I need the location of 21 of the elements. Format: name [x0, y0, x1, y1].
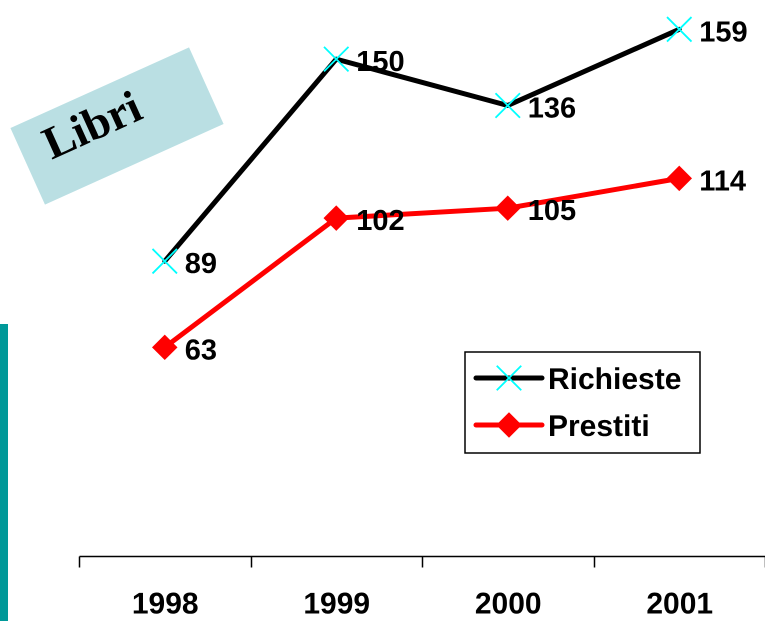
data-label: 63: [184, 334, 218, 366]
data-label: 89: [184, 248, 218, 280]
legend-label: Prestiti: [548, 410, 650, 443]
data-label: 105: [528, 195, 576, 228]
point: [152, 334, 178, 360]
legend-label: Richieste: [548, 363, 682, 396]
point: [666, 16, 692, 42]
x-tick-label: 1999: [303, 588, 370, 620]
x-tick-label: 2000: [474, 588, 542, 620]
point: [495, 195, 520, 221]
data-label: 136: [528, 92, 576, 124]
data-label: 159: [699, 16, 748, 48]
data-label: 114: [699, 165, 746, 198]
x-tick-label: 1998: [132, 588, 199, 620]
text: Libri: [34, 80, 150, 169]
x-tick-label: 2001: [646, 588, 714, 620]
point: [494, 92, 521, 119]
point: [324, 205, 349, 231]
point: [666, 166, 692, 192]
point: [152, 248, 178, 274]
point: [323, 46, 350, 72]
